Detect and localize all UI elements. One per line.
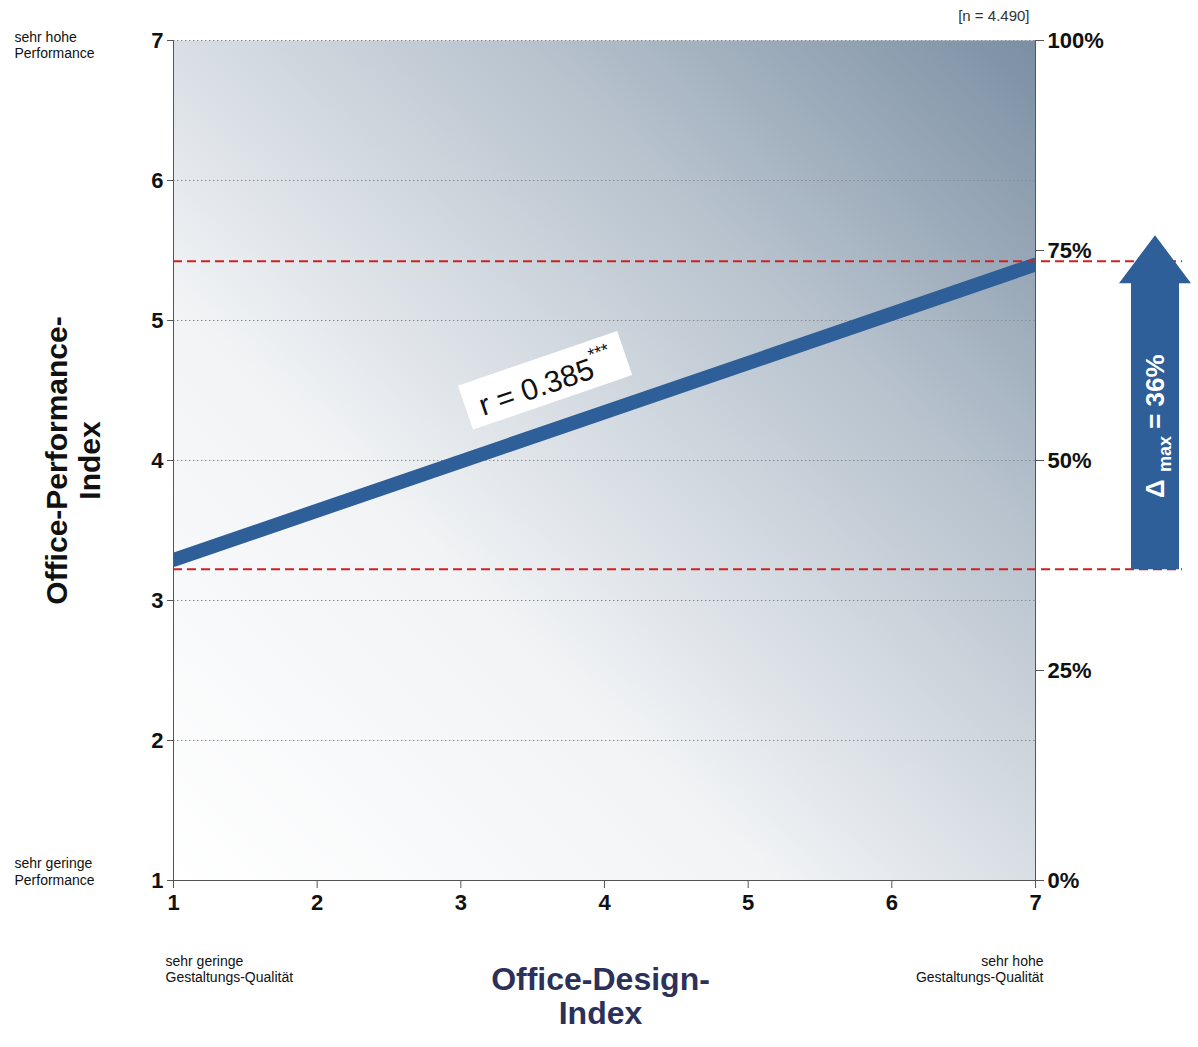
svg-text:6: 6 <box>151 168 163 193</box>
svg-text:1: 1 <box>151 868 163 893</box>
svg-text:sehr geringeGestaltungs-Qualit: sehr geringeGestaltungs-Qualität <box>166 953 294 985</box>
svg-text:Office-Design-Index: Office-Design-Index <box>491 961 710 1031</box>
svg-text:Δ max = 36%: Δ max = 36% <box>1140 354 1175 498</box>
svg-text:7: 7 <box>1029 890 1041 915</box>
svg-text:sehr hohePerformance: sehr hohePerformance <box>15 29 95 61</box>
svg-text:75%: 75% <box>1048 238 1092 263</box>
svg-text:25%: 25% <box>1048 658 1092 683</box>
svg-text:5: 5 <box>742 890 754 915</box>
svg-text:2: 2 <box>151 728 163 753</box>
svg-text:Office-Performance-Index: Office-Performance-Index <box>40 316 106 604</box>
svg-text:0%: 0% <box>1048 868 1080 893</box>
svg-text:3: 3 <box>151 588 163 613</box>
svg-text:6: 6 <box>886 890 898 915</box>
svg-text:sehr hoheGestaltungs-Qualität: sehr hoheGestaltungs-Qualität <box>916 953 1044 985</box>
svg-text:50%: 50% <box>1048 448 1092 473</box>
svg-text:3: 3 <box>455 890 467 915</box>
svg-text:r = 0.385***: r = 0.385*** <box>473 339 618 421</box>
svg-text:[n = 4.490]: [n = 4.490] <box>958 7 1029 24</box>
svg-text:4: 4 <box>598 890 611 915</box>
svg-text:2: 2 <box>311 890 323 915</box>
svg-text:7: 7 <box>151 28 163 53</box>
svg-text:sehr geringePerformance: sehr geringePerformance <box>15 855 95 887</box>
svg-text:5: 5 <box>151 308 163 333</box>
svg-text:1: 1 <box>167 890 179 915</box>
svg-text:4: 4 <box>151 448 164 473</box>
svg-text:100%: 100% <box>1048 28 1104 53</box>
